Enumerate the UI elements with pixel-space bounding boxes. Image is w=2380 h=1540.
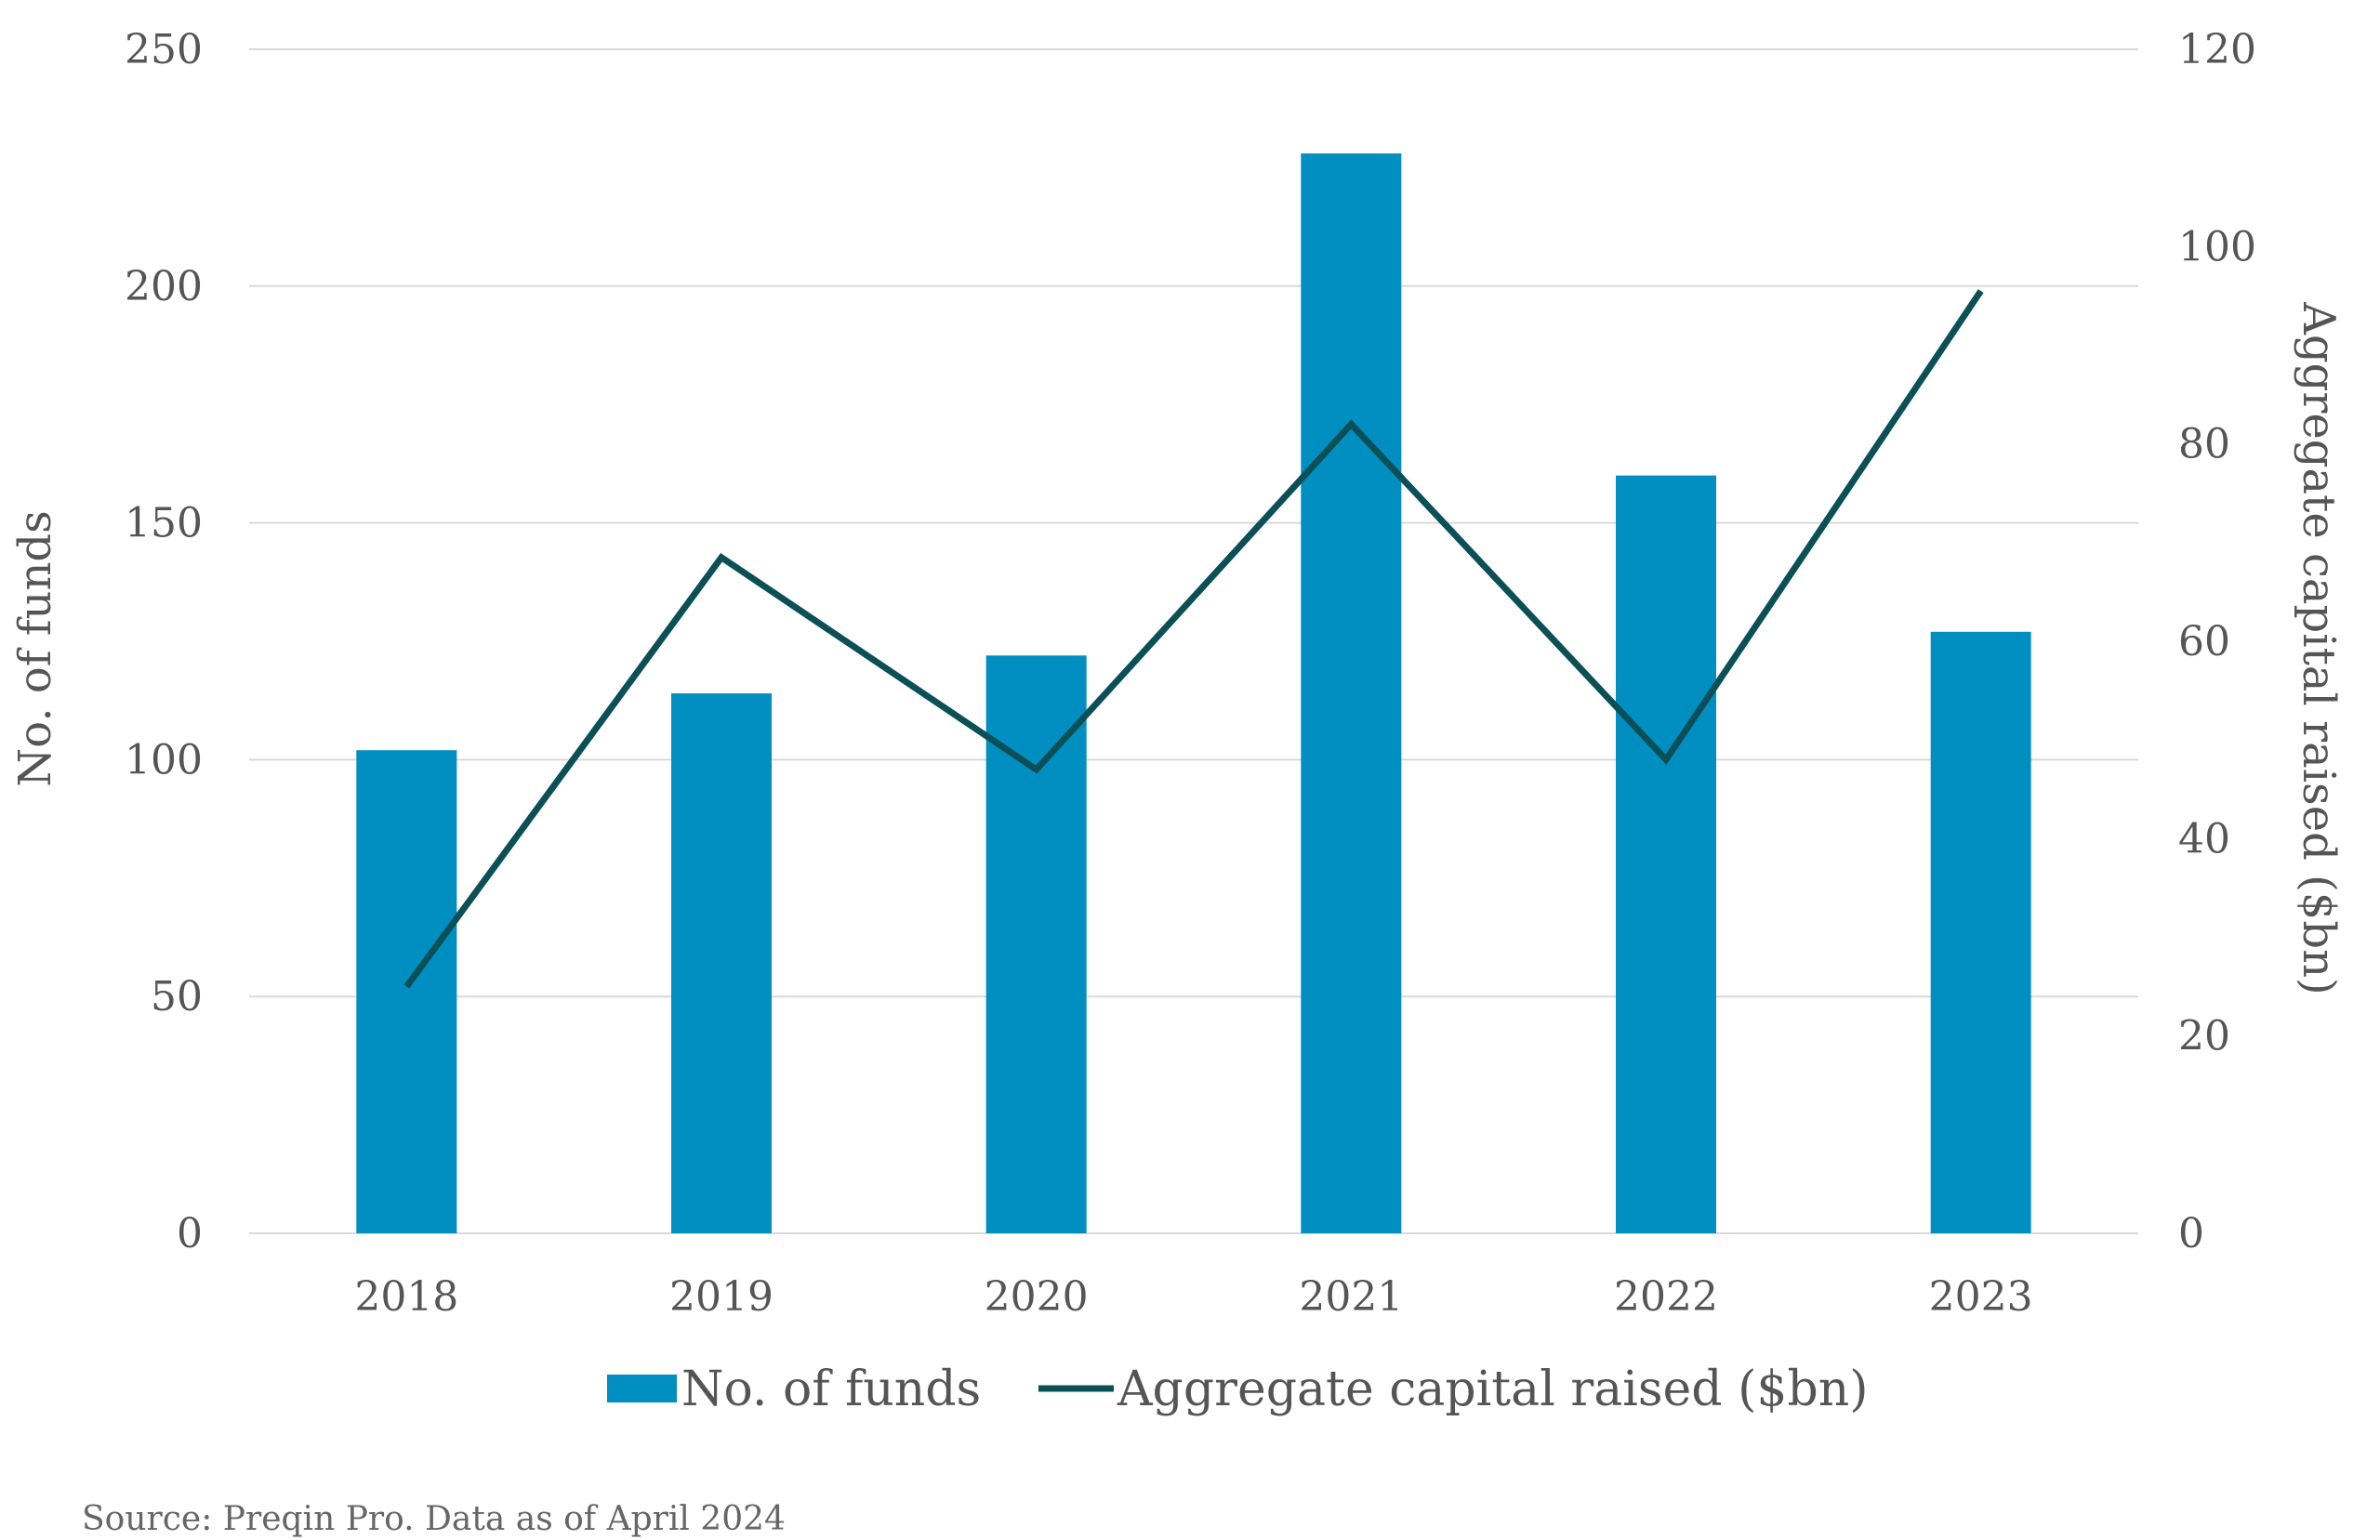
right-tick-label-3: 60 [2178,618,2230,665]
line-series [403,289,1984,989]
legend: No. of funds Aggregate capital raised ($… [607,1362,1869,1417]
line-aggregate-capital [403,289,1984,989]
left-tick-label-2: 100 [125,736,203,783]
bar-2018 [356,750,457,1233]
right-tick-label-4: 80 [2178,421,2230,468]
left-tick-label-0: 0 [177,1210,203,1257]
left-axis-ticks: 0 50 100 150 200 250 [125,26,203,1257]
right-tick-label-2: 40 [2178,815,2230,862]
right-tick-label-5: 100 [2178,223,2256,270]
bar-2022 [1616,475,1716,1233]
x-tick-label-2020: 2020 [985,1273,1089,1321]
left-tick-label-5: 250 [125,26,203,73]
right-tick-label-6: 120 [2178,26,2256,73]
x-tick-label-2022: 2022 [1614,1273,1718,1321]
bar-2021 [1301,153,1402,1233]
right-axis-ticks: 0 20 40 60 80 100 120 [2178,26,2256,1257]
source-note: Source: Preqin Pro. Data as of April 202… [82,1500,786,1538]
bar-2023 [1930,631,2031,1233]
x-tick-label-2023: 2023 [1929,1273,2033,1321]
legend-label-bar: No. of funds [681,1362,981,1417]
bar-2019 [671,693,772,1233]
x-axis-ticks: 2018 2019 2020 2021 2022 2023 [354,1273,2032,1321]
left-tick-label-1: 50 [151,973,203,1020]
x-tick-label-2021: 2021 [1299,1273,1403,1321]
gridlines [249,48,2138,1234]
left-axis-title: No. of funds [9,510,61,786]
right-axis-title: Aggregate capital raised ($bn) [2293,301,2345,994]
x-tick-label-2019: 2019 [669,1273,774,1321]
legend-swatch-bar [607,1375,677,1402]
legend-label-line: Aggregate capital raised ($bn) [1117,1362,1869,1417]
x-tick-label-2018: 2018 [354,1273,458,1321]
right-tick-label-1: 20 [2178,1013,2230,1060]
bars [356,153,2031,1233]
left-tick-label-4: 200 [125,263,203,310]
right-tick-label-0: 0 [2178,1210,2204,1257]
left-tick-label-3: 150 [125,500,203,547]
bar-2020 [985,655,1087,1233]
